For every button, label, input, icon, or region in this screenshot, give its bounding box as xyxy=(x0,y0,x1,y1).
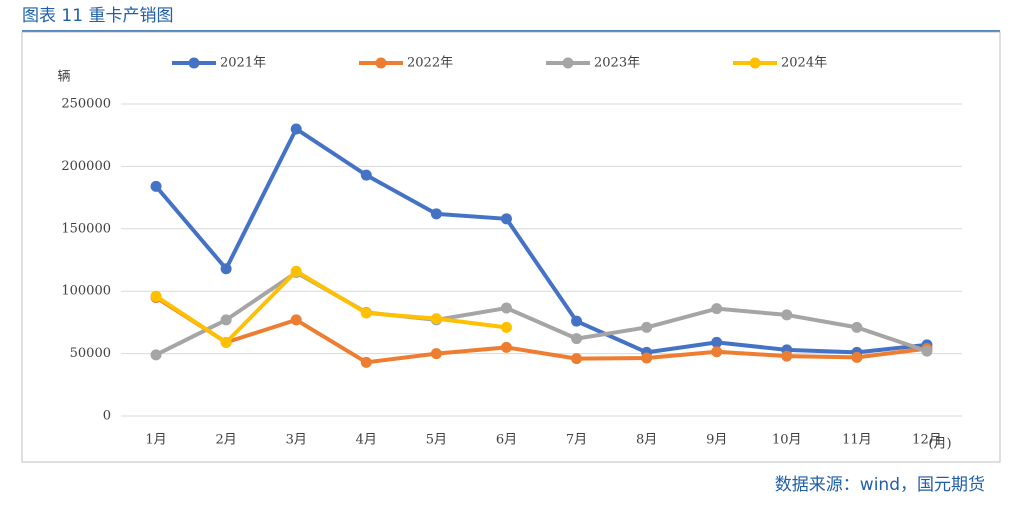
point xyxy=(290,123,302,135)
legend-dot xyxy=(749,57,761,69)
y-tick-label: 250000 xyxy=(61,97,111,112)
point xyxy=(921,345,933,357)
point xyxy=(290,265,302,277)
point xyxy=(571,315,583,327)
point xyxy=(430,208,442,220)
y-tick-label: 0 xyxy=(103,409,111,424)
legend-dot xyxy=(375,57,387,69)
legend-label: 2021年 xyxy=(220,56,266,71)
point xyxy=(430,348,442,360)
series-line xyxy=(154,295,928,365)
point xyxy=(150,349,162,361)
point xyxy=(711,336,723,348)
point xyxy=(150,180,162,192)
y-tick-label: 200000 xyxy=(61,159,111,174)
legend-label: 2024年 xyxy=(781,56,827,71)
y-axis-label: 辆 xyxy=(57,70,70,85)
source-note: 数据来源：wind，国元期货 xyxy=(775,475,985,495)
point xyxy=(360,356,372,368)
point xyxy=(290,314,302,326)
point xyxy=(571,333,583,345)
y-tick-label: 100000 xyxy=(61,284,111,299)
series-line xyxy=(154,269,507,345)
point xyxy=(220,263,232,275)
x-tick-label: 1月 xyxy=(145,433,166,448)
x-tick-label: 9月 xyxy=(706,433,727,448)
legend-dot xyxy=(562,57,574,69)
point xyxy=(500,341,512,353)
legend-label: 2023年 xyxy=(594,56,640,71)
x-tick-label: 11月 xyxy=(842,433,872,448)
point xyxy=(711,346,723,358)
point xyxy=(781,309,793,321)
point xyxy=(500,302,512,314)
chart-frame xyxy=(21,31,1001,463)
point xyxy=(360,169,372,181)
point xyxy=(571,353,583,365)
point xyxy=(781,350,793,362)
x-tick-label: 4月 xyxy=(356,433,377,448)
y-tick-label: 150000 xyxy=(61,221,111,236)
chart-title: 图表 11 重卡产销图 xyxy=(22,6,173,26)
y-tick-label: 50000 xyxy=(70,346,111,361)
legend-label: 2022年 xyxy=(407,56,453,71)
x-tick-label: 7月 xyxy=(566,433,587,448)
series-line xyxy=(155,270,928,357)
point xyxy=(220,336,232,348)
x-tick-label: 12月 xyxy=(912,433,942,448)
point xyxy=(641,352,653,364)
point xyxy=(500,321,512,333)
legend-dot xyxy=(188,57,200,69)
point xyxy=(500,213,512,225)
x-tick-label: 10月 xyxy=(772,433,802,448)
point xyxy=(220,314,232,326)
point xyxy=(711,303,723,315)
point xyxy=(641,321,653,333)
point xyxy=(430,313,442,325)
x-tick-label: 5月 xyxy=(426,433,447,448)
point xyxy=(150,290,162,302)
x-tick-label: 6月 xyxy=(496,433,517,448)
x-tick-label: 2月 xyxy=(215,433,236,448)
point xyxy=(360,307,372,319)
x-axis-label: (月) xyxy=(928,437,951,452)
x-tick-label: 8月 xyxy=(636,433,657,448)
x-tick-label: 3月 xyxy=(286,433,307,448)
point xyxy=(851,321,863,333)
series-line xyxy=(154,126,928,355)
point xyxy=(851,351,863,363)
